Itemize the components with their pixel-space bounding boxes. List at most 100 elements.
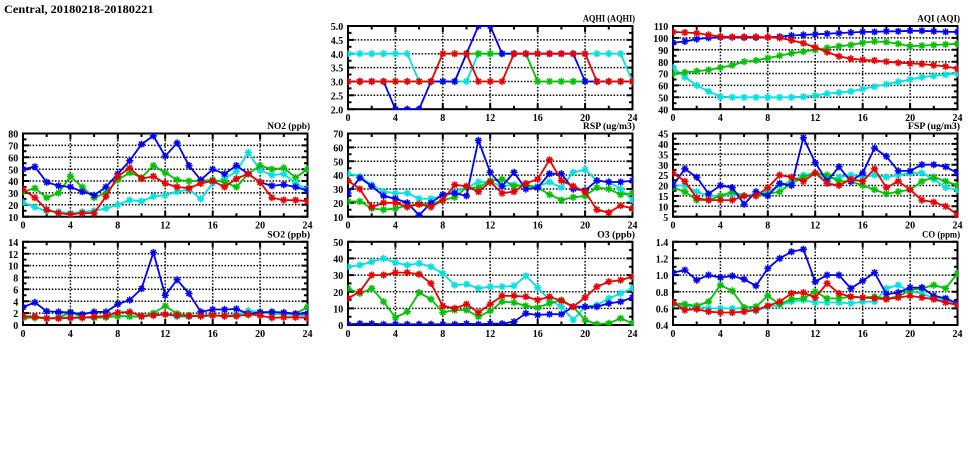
svg-text:24: 24 <box>628 221 638 232</box>
svg-text:12: 12 <box>160 329 170 340</box>
svg-text:20: 20 <box>255 221 265 232</box>
svg-text:20: 20 <box>255 329 265 340</box>
svg-text:AQHI (AQHI): AQHI (AQHI) <box>583 14 635 25</box>
svg-text:4: 4 <box>718 329 723 340</box>
svg-text:0.4: 0.4 <box>656 321 669 332</box>
svg-text:AQI (AQI): AQI (AQI) <box>917 14 960 25</box>
svg-text:40: 40 <box>658 105 668 116</box>
svg-text:45: 45 <box>658 130 668 141</box>
svg-text:10: 10 <box>658 202 668 213</box>
svg-text:35: 35 <box>658 150 668 161</box>
svg-text:60: 60 <box>333 144 343 155</box>
svg-text:20: 20 <box>905 221 915 232</box>
svg-text:2.0: 2.0 <box>331 105 344 116</box>
svg-text:4: 4 <box>13 297 18 308</box>
svg-text:10: 10 <box>333 305 343 316</box>
svg-text:50: 50 <box>333 238 343 249</box>
svg-text:100: 100 <box>653 34 668 45</box>
svg-text:16: 16 <box>858 113 868 124</box>
svg-text:10: 10 <box>333 213 343 224</box>
svg-text:12: 12 <box>160 221 170 232</box>
svg-text:24: 24 <box>953 329 963 340</box>
svg-text:20: 20 <box>905 113 915 124</box>
svg-text:40: 40 <box>658 140 668 151</box>
svg-text:4: 4 <box>393 221 398 232</box>
svg-text:Central, 20180218-20180221: Central, 20180218-20180221 <box>4 2 154 16</box>
svg-text:8: 8 <box>13 274 18 285</box>
svg-text:4: 4 <box>393 329 398 340</box>
svg-text:12: 12 <box>810 221 820 232</box>
svg-text:0: 0 <box>346 221 351 232</box>
svg-text:80: 80 <box>8 130 18 141</box>
svg-text:0: 0 <box>13 321 18 332</box>
svg-text:5.0: 5.0 <box>331 22 344 33</box>
svg-text:16: 16 <box>858 221 868 232</box>
svg-text:20: 20 <box>658 182 668 193</box>
svg-text:0.6: 0.6 <box>656 305 669 316</box>
svg-text:10: 10 <box>8 262 18 273</box>
svg-text:12: 12 <box>8 250 18 261</box>
svg-text:8: 8 <box>440 329 445 340</box>
svg-text:24: 24 <box>628 329 638 340</box>
svg-text:40: 40 <box>8 177 18 188</box>
svg-text:80: 80 <box>658 58 668 69</box>
svg-text:24: 24 <box>303 329 313 340</box>
svg-text:16: 16 <box>533 329 543 340</box>
svg-text:RSP (ug/m3): RSP (ug/m3) <box>583 121 635 132</box>
svg-text:12: 12 <box>485 329 495 340</box>
svg-text:50: 50 <box>8 165 18 176</box>
svg-text:60: 60 <box>8 153 18 164</box>
svg-text:30: 30 <box>658 161 668 172</box>
svg-text:12: 12 <box>810 329 820 340</box>
svg-text:70: 70 <box>8 142 18 153</box>
svg-text:5: 5 <box>663 213 668 224</box>
svg-text:70: 70 <box>333 130 343 141</box>
svg-text:15: 15 <box>658 192 668 203</box>
svg-text:12: 12 <box>485 221 495 232</box>
svg-text:O3 (ppb): O3 (ppb) <box>597 229 635 240</box>
svg-text:16: 16 <box>533 221 543 232</box>
svg-text:0: 0 <box>671 329 676 340</box>
svg-text:20: 20 <box>905 329 915 340</box>
svg-text:NO2 (ppb): NO2 (ppb) <box>267 121 310 132</box>
svg-text:4.5: 4.5 <box>331 36 344 47</box>
svg-text:2: 2 <box>13 309 18 320</box>
svg-text:40: 40 <box>333 171 343 182</box>
svg-text:12: 12 <box>485 113 495 124</box>
svg-text:8: 8 <box>440 113 445 124</box>
svg-text:FSP (ug/m3): FSP (ug/m3) <box>908 121 960 132</box>
svg-text:16: 16 <box>858 329 868 340</box>
svg-text:25: 25 <box>658 171 668 182</box>
svg-text:0: 0 <box>671 113 676 124</box>
svg-text:14: 14 <box>8 238 18 249</box>
svg-text:0.8: 0.8 <box>656 288 669 299</box>
svg-text:20: 20 <box>580 113 590 124</box>
svg-text:50: 50 <box>658 93 668 104</box>
svg-text:16: 16 <box>533 113 543 124</box>
svg-text:4: 4 <box>718 113 723 124</box>
svg-text:24: 24 <box>953 113 963 124</box>
svg-text:10: 10 <box>8 213 18 224</box>
svg-text:8: 8 <box>765 113 770 124</box>
svg-text:1.4: 1.4 <box>656 238 669 249</box>
svg-text:1.2: 1.2 <box>656 255 669 266</box>
svg-text:0: 0 <box>21 329 26 340</box>
svg-text:40: 40 <box>333 255 343 266</box>
svg-text:8: 8 <box>115 329 120 340</box>
svg-text:8: 8 <box>115 221 120 232</box>
svg-text:20: 20 <box>333 199 343 210</box>
svg-text:20: 20 <box>580 329 590 340</box>
svg-text:50: 50 <box>333 157 343 168</box>
svg-text:SO2 (ppb): SO2 (ppb) <box>267 229 310 240</box>
svg-text:3.5: 3.5 <box>331 64 344 75</box>
svg-text:4: 4 <box>68 329 73 340</box>
svg-text:0: 0 <box>346 113 351 124</box>
svg-text:16: 16 <box>208 329 218 340</box>
svg-text:6: 6 <box>13 285 18 296</box>
svg-text:0: 0 <box>671 221 676 232</box>
svg-text:20: 20 <box>580 221 590 232</box>
svg-text:0: 0 <box>346 329 351 340</box>
svg-text:8: 8 <box>765 221 770 232</box>
svg-text:0: 0 <box>338 321 343 332</box>
svg-text:2.5: 2.5 <box>331 91 344 102</box>
